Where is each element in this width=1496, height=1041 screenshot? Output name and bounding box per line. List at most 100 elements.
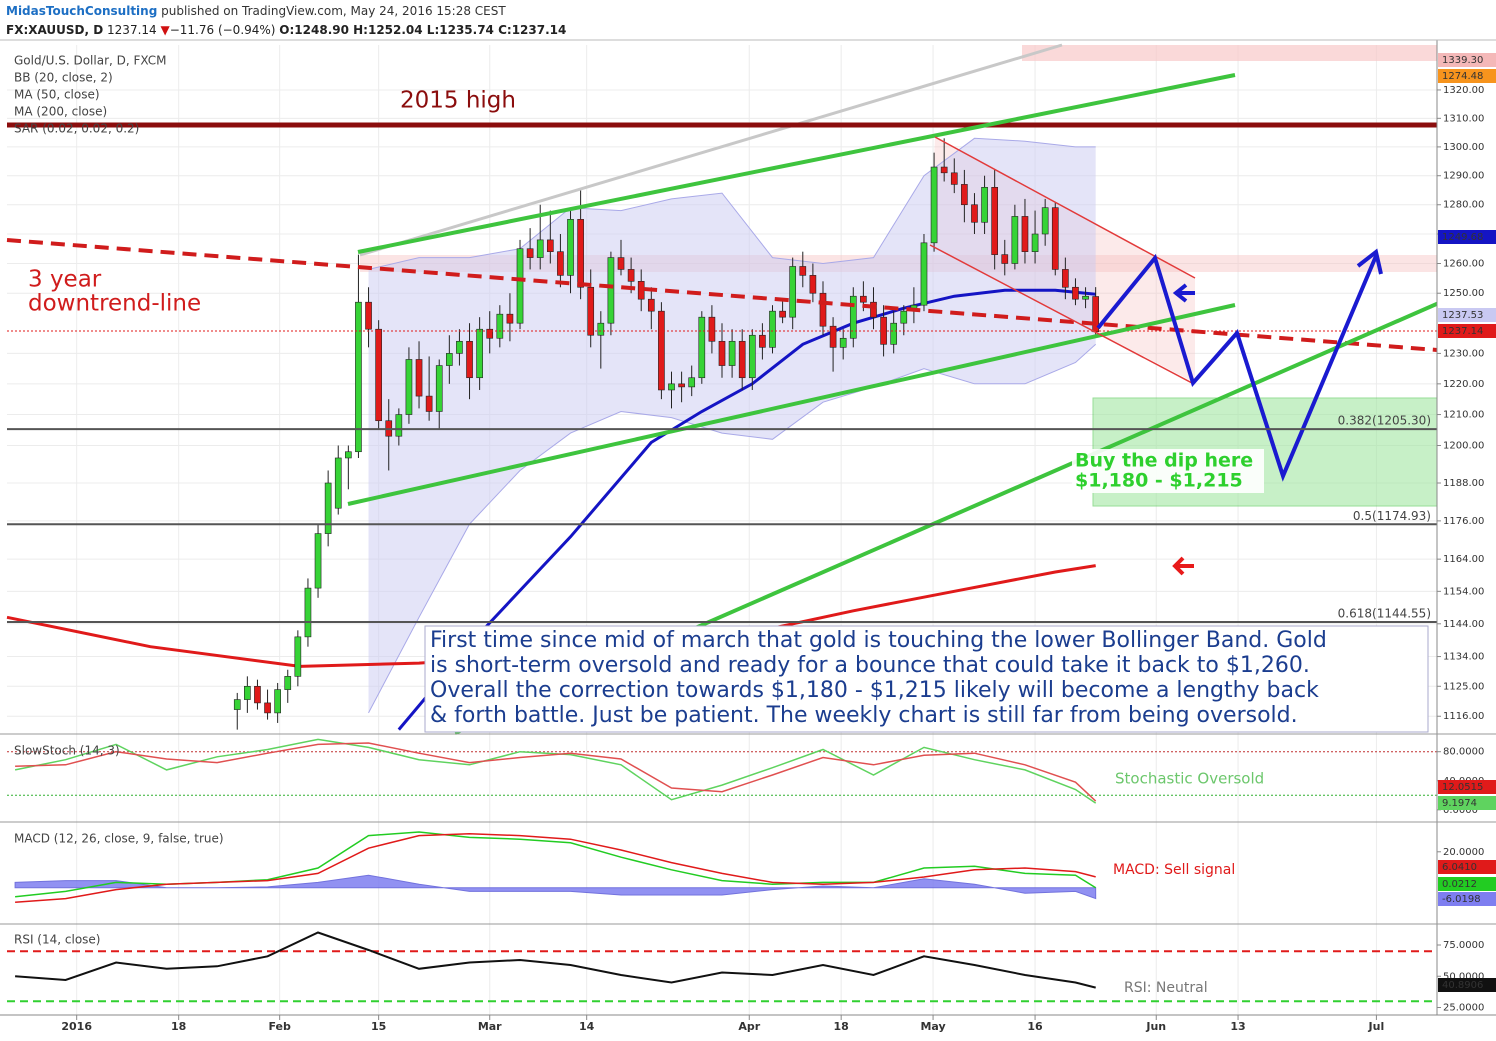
price-tag	[1438, 780, 1496, 794]
annotation: 3 year	[28, 267, 102, 293]
candle-body	[839, 337, 847, 348]
price-tag-label: 9.1974	[1442, 798, 1477, 809]
panel-title: RSI (14, close)	[14, 933, 100, 947]
candle-body	[405, 359, 413, 415]
price-axis-bg	[1437, 40, 1496, 1041]
candle-body	[991, 186, 998, 255]
annotation: Buy the dip here	[1075, 450, 1253, 472]
candle-body	[688, 377, 696, 388]
candle-body	[607, 257, 615, 324]
candle-body	[1062, 269, 1069, 288]
candle-body	[849, 295, 857, 339]
note-line: Overall the correction towards $1,180 - …	[430, 678, 1319, 703]
ohlc: O:1248.90 H:1252.04 L:1235.74 C:1237.14	[279, 23, 566, 37]
candle-body	[375, 328, 382, 422]
candle-body	[981, 186, 988, 223]
annotation: RSI: Neutral	[1124, 980, 1208, 996]
note-line: & forth battle. Just be patient. The wee…	[430, 703, 1298, 728]
legend-entry: BB (20, close, 2)	[14, 71, 113, 85]
price-tag-label: 1249.68	[1442, 232, 1483, 243]
candle-body	[577, 219, 584, 288]
legend-entry: MA (50, close)	[14, 88, 100, 102]
y-tick-label: 1320.00	[1443, 85, 1484, 96]
candle-body	[334, 457, 342, 509]
price-tag	[1438, 978, 1496, 992]
price-tag	[1438, 324, 1496, 338]
y-tick-label: 75.0000	[1443, 940, 1484, 951]
y-tick-label: 1134.00	[1443, 652, 1484, 663]
histogram	[14, 874, 1097, 900]
candle-body	[415, 359, 423, 397]
y-tick-label: 1116.00	[1443, 711, 1484, 722]
note-line: is short-term oversold and ready for a b…	[430, 653, 1310, 678]
candle-body	[971, 204, 978, 223]
y-tick-label: 1188.00	[1443, 478, 1484, 489]
candle-body	[284, 676, 292, 690]
downtrend-line	[6, 238, 1438, 352]
x-tick-label: 15	[371, 1020, 386, 1033]
annotation: MACD: Sell signal	[1113, 862, 1235, 878]
candle-body	[597, 322, 605, 336]
candle-body	[546, 239, 554, 252]
x-tick-label: 13	[1230, 1020, 1245, 1033]
indicator-line	[15, 742, 1097, 802]
candle-body	[789, 266, 797, 318]
price-tag-label: 0.0212	[1442, 879, 1477, 890]
y-tick-label: 1164.00	[1443, 554, 1484, 565]
candle-body	[961, 184, 968, 206]
y-tick-label: 1154.00	[1443, 586, 1484, 597]
candle-body	[728, 340, 736, 366]
candle-body	[627, 269, 635, 282]
trendline-green	[347, 303, 1236, 506]
trendline-gray	[359, 43, 1063, 257]
projection-arrowhead	[1356, 248, 1383, 275]
panel-title: SlowStoch (14, 3)	[14, 744, 120, 758]
candle-body	[526, 248, 534, 258]
bollinger-lower	[368, 343, 1097, 714]
y-tick-label: 1210.00	[1443, 410, 1484, 421]
published: published on TradingView.com, May 24, 20…	[157, 4, 506, 18]
symbol: FX:XAUUSD, D	[6, 23, 103, 37]
y-tick-label: 20.0000	[1443, 847, 1484, 858]
price-tag	[1438, 796, 1496, 810]
price-tag	[1438, 892, 1496, 906]
price-tag-label: 6.0410	[1442, 862, 1477, 873]
candle-body	[769, 310, 776, 348]
x-tick-label: May	[920, 1020, 945, 1033]
y-tick-label: 1200.00	[1443, 441, 1484, 452]
candle-body	[355, 301, 362, 453]
note-box	[424, 625, 1429, 733]
price-tag-label: 1237.53	[1442, 310, 1483, 321]
x-tick-label: Feb	[268, 1020, 291, 1033]
x-tick-label: Jun	[1145, 1020, 1166, 1033]
candle-body	[425, 395, 433, 412]
candle-body	[890, 322, 898, 345]
price-tag	[1438, 53, 1496, 67]
axes-layer: 2016 18 Feb 15 Mar 14 Apr 18 May 16 Jun 13 Jul 1320.0…	[0, 39, 1496, 1041]
candle-body	[446, 353, 453, 366]
moving-average	[397, 288, 1096, 731]
candle-body	[668, 383, 675, 391]
fib-label: 0.382(1205.30)	[1338, 414, 1431, 428]
candle-body	[779, 310, 786, 318]
candle-body	[829, 325, 837, 348]
candle-body	[365, 301, 372, 330]
candle-body	[809, 275, 817, 294]
candle-body	[466, 340, 473, 379]
candle-body	[920, 242, 928, 306]
x-tick-label: 14	[579, 1020, 595, 1033]
legend-title: Gold/U.S. Dollar, D, FXCM	[14, 54, 167, 68]
candle-body	[233, 699, 241, 710]
price-tag-label: 1274.48	[1442, 71, 1483, 82]
y-tick-label: 1280.00	[1443, 200, 1484, 211]
note-line: First time since mid of march that gold …	[430, 628, 1327, 653]
candle-body	[435, 365, 443, 412]
price-tag-label: 1339.30	[1442, 55, 1483, 66]
candle-body	[819, 292, 827, 327]
price-tag	[1438, 860, 1496, 874]
indicator-line	[15, 833, 1096, 903]
y-tick-label: 1144.00	[1443, 619, 1484, 630]
candle-body	[870, 301, 877, 318]
projection-path	[1096, 253, 1378, 482]
